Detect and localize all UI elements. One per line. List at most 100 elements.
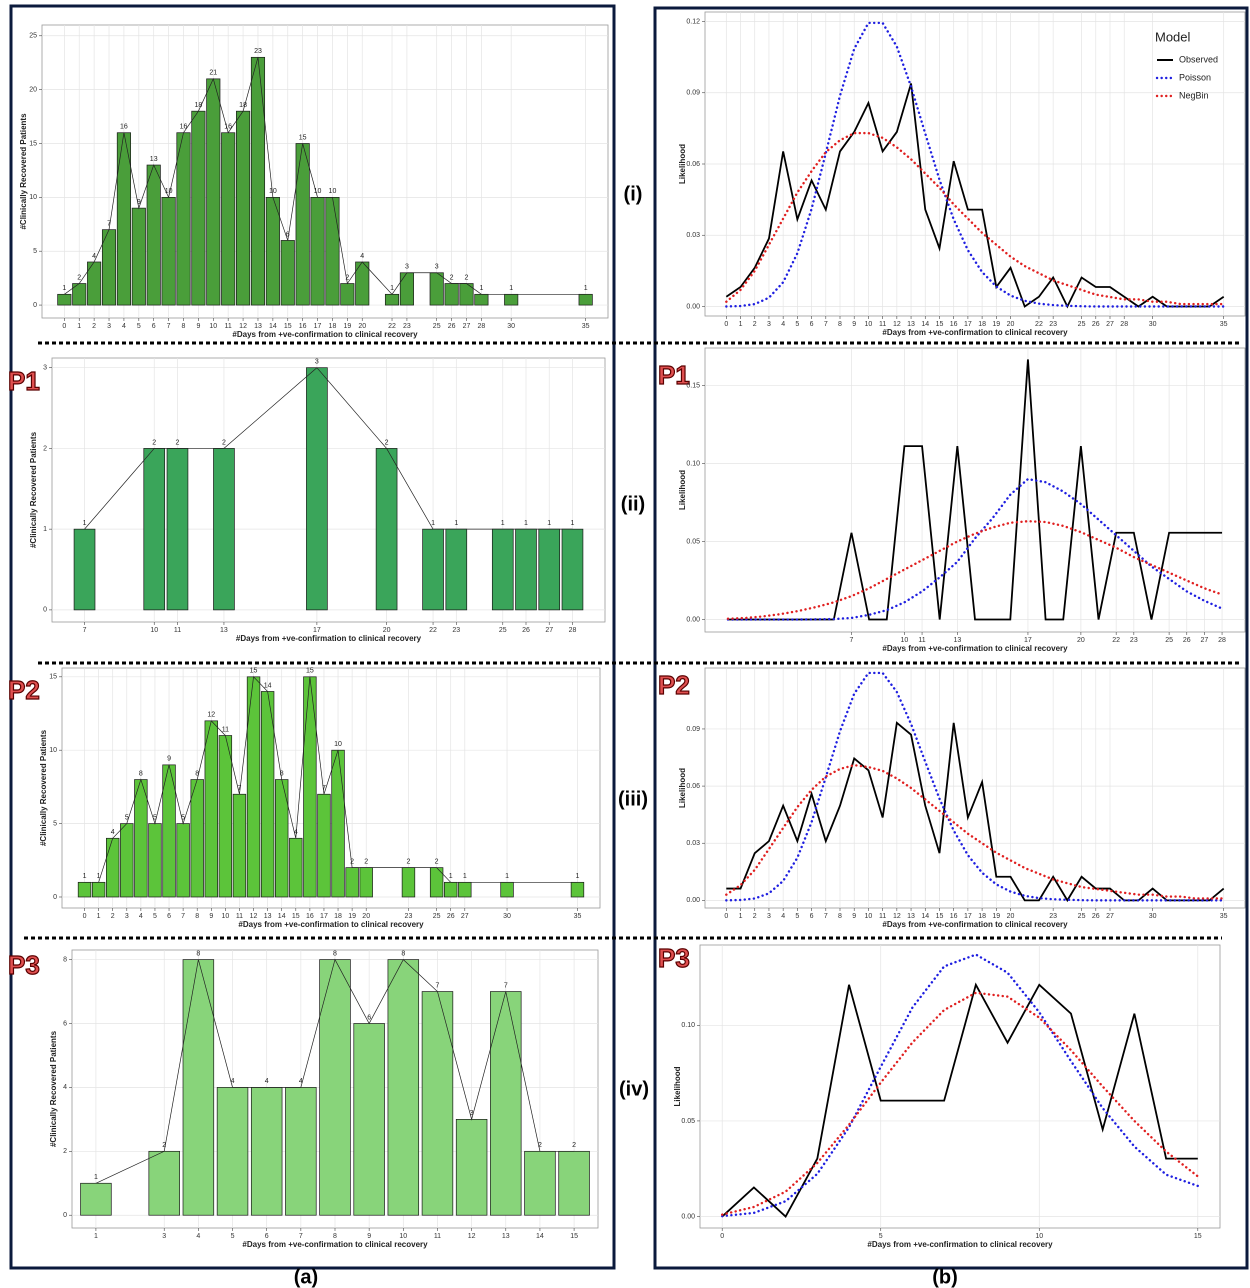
bar (280, 240, 295, 306)
data-label: 4 (299, 1078, 303, 1085)
data-label: 18 (194, 102, 202, 109)
data-label: 2 (77, 274, 81, 281)
bar (515, 528, 537, 611)
x-tick-label: 7 (299, 1233, 303, 1240)
x-tick-label: 10 (901, 637, 909, 644)
data-label: 2 (222, 439, 226, 446)
x-tick-label: 30 (507, 323, 515, 330)
data-label: 3 (470, 1110, 474, 1117)
y-axis-label: #Clinically Recovered Patients (29, 431, 38, 548)
x-tick-label: 10 (150, 627, 158, 634)
bar (73, 528, 96, 611)
group-label: P3 (658, 943, 690, 973)
x-tick-label: 5 (231, 1233, 235, 1240)
data-label: 2 (450, 274, 454, 281)
data-label: 3 (315, 359, 319, 366)
group-label: P3 (8, 950, 40, 980)
x-tick-label: 18 (334, 913, 342, 920)
bar (474, 293, 489, 306)
x-tick-label: 26 (447, 913, 455, 920)
data-label: 2 (152, 439, 156, 446)
bar (325, 197, 340, 306)
x-tick-label: 7 (824, 913, 828, 920)
bar (260, 691, 275, 898)
bar (213, 448, 235, 611)
y-tick-label: 0.00 (686, 303, 700, 310)
x-axis-label: #Days from +ve-confirmation to clinical … (867, 1240, 1053, 1249)
data-label: 15 (250, 668, 258, 675)
bar (116, 132, 131, 306)
y-tick-label: 5 (33, 248, 37, 255)
data-label: 9 (137, 199, 141, 206)
data-label: 1 (62, 285, 66, 292)
x-tick-label: 35 (582, 323, 590, 330)
x-tick-label: 27 (1106, 913, 1114, 920)
x-tick-label: 12 (893, 913, 901, 920)
bar (558, 1150, 590, 1216)
x-tick-label: 3 (767, 321, 771, 328)
legend-label: Observed (1179, 54, 1218, 64)
x-tick-label: 17 (320, 913, 328, 920)
row-label: (i) (624, 183, 643, 205)
x-tick-label: 8 (182, 323, 186, 330)
x-tick-label: 28 (1120, 321, 1128, 328)
y-tick-label: 0.15 (686, 382, 700, 389)
bar (384, 293, 400, 306)
x-tick-label: 22 (429, 627, 437, 634)
x-tick-label: 13 (264, 913, 272, 920)
x-tick-label: 0 (62, 323, 66, 330)
data-label: 8 (280, 770, 284, 777)
x-tick-label: 22 (1112, 637, 1120, 644)
bar (246, 676, 261, 898)
bar (306, 367, 328, 611)
group-label: P1 (658, 360, 690, 390)
y-tick-label: 0 (43, 607, 47, 614)
bar (191, 110, 206, 306)
data-label: 2 (435, 858, 439, 865)
x-tick-label: 25 (1165, 637, 1173, 644)
bar (429, 272, 444, 306)
x-tick-label: 9 (196, 323, 200, 330)
bar (143, 448, 166, 611)
data-label: 13 (150, 156, 158, 163)
bar (500, 881, 514, 898)
data-label: 4 (360, 253, 364, 260)
series-line (725, 763, 1225, 900)
bar (91, 881, 106, 898)
y-tick-label: 0.06 (686, 161, 700, 168)
x-tick-label: 23 (405, 913, 413, 920)
x-tick-label: 9 (367, 1233, 371, 1240)
bar (444, 881, 458, 898)
x-tick-label: 1 (739, 913, 743, 920)
data-label: 21 (209, 70, 217, 77)
data-label: 1 (94, 1174, 98, 1181)
x-tick-label: 7 (850, 637, 854, 644)
x-tick-label: 35 (1220, 913, 1228, 920)
series-line (726, 721, 1225, 903)
data-label: 5 (125, 814, 129, 821)
x-tick-label: 5 (795, 913, 799, 920)
x-tick-label: 27 (1106, 321, 1114, 328)
bar (176, 132, 191, 306)
bar (444, 283, 459, 306)
data-label: 15 (299, 134, 307, 141)
bar (106, 837, 120, 898)
data-label: 16 (224, 124, 232, 131)
legend-label: Poisson (1179, 72, 1211, 82)
x-tick-label: 10 (221, 913, 229, 920)
bar (375, 448, 398, 611)
y-tick-label: 0.10 (681, 1022, 695, 1029)
data-label: 14 (264, 682, 272, 689)
row-label: (iii) (618, 788, 648, 810)
data-label: 2 (350, 858, 354, 865)
data-label: 2 (407, 858, 411, 865)
data-label: 3 (435, 264, 439, 271)
bar (524, 1150, 556, 1216)
x-tick-label: 3 (162, 1233, 166, 1240)
x-tick-label: 0 (724, 321, 728, 328)
x-tick-label: 16 (950, 321, 958, 328)
trend-line (64, 57, 586, 295)
x-tick-label: 22 (388, 323, 396, 330)
bar (317, 793, 331, 898)
x-tick-label: 26 (448, 323, 456, 330)
